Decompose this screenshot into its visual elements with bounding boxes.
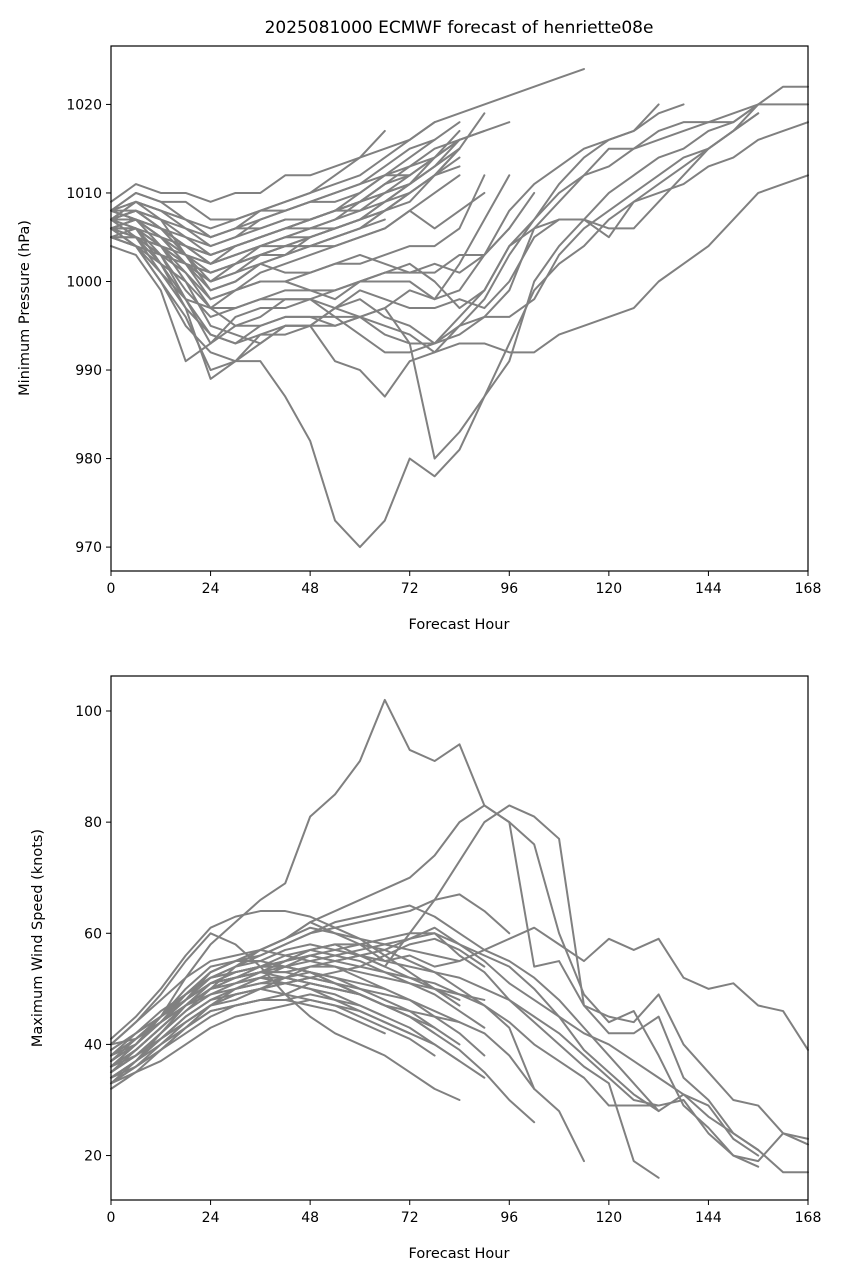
pressure-x-axis-label: Forecast Hour: [409, 617, 510, 633]
wind-member-line-35: [110, 998, 386, 1085]
pressure-plot-frame: [110, 45, 809, 572]
pressure-member-line-38: [110, 147, 461, 265]
pressure-y-tick-label: 1020: [66, 97, 102, 113]
pressure-x-tick-label: 72: [401, 581, 419, 597]
wind-member-line-34: [110, 948, 386, 1046]
wind-member-line-32: [110, 965, 386, 1057]
pressure-x-tick-label: 24: [202, 581, 220, 597]
wind-member-line-31: [110, 982, 411, 1074]
pressure-x-tick-label: 120: [595, 581, 622, 597]
wind-x-tick-label: 144: [695, 1210, 722, 1226]
wind-member-line-33: [110, 976, 386, 1068]
pressure-x-tick-label: 48: [301, 581, 319, 597]
pressure-x-ticks: 0 24 48 72 96 120 144 168: [107, 571, 822, 597]
pressure-y-ticks: 970 980 990 1000 1010 1020: [66, 97, 111, 556]
pressure-member-line-33: [110, 129, 386, 239]
wind-x-tick-label: 96: [500, 1210, 518, 1226]
wind-panel: 0 24 48 72 96 120 144 168 20 40 60 80 100 Forecast …: [30, 675, 822, 1262]
wind-plot-frame: [110, 675, 809, 1201]
pressure-member-line-1: [110, 85, 809, 549]
wind-member-line-26: [110, 910, 461, 1040]
pressure-x-tick-label: 144: [695, 581, 722, 597]
chart-title: 2025081000 ECMWF forecast of henriette08…: [265, 18, 654, 38]
wind-member-line-29: [110, 987, 436, 1079]
pressure-member-line-37: [110, 129, 461, 265]
pressure-member-line-4: [110, 121, 809, 460]
wind-member-line-1: [110, 698, 809, 1146]
wind-x-tick-label: 72: [401, 1210, 419, 1226]
wind-member-line-18: [110, 948, 486, 1057]
pressure-y-tick-label: 980: [75, 452, 102, 468]
pressure-member-line-7: [110, 112, 760, 363]
wind-y-ticks: 20 40 60 80 100: [75, 704, 111, 1165]
wind-member-line-7: [110, 932, 760, 1168]
pressure-member-lines: [110, 68, 809, 549]
pressure-y-tick-label: 1010: [66, 186, 102, 202]
wind-x-tick-label: 120: [595, 1210, 622, 1226]
wind-x-tick-label: 0: [107, 1210, 116, 1226]
pressure-member-line-15: [110, 174, 511, 363]
pressure-member-line-34: [110, 183, 386, 256]
wind-member-line-5: [110, 926, 760, 1157]
pressure-x-tick-label: 96: [500, 581, 518, 597]
wind-y-tick-label: 80: [84, 815, 102, 831]
wind-x-tick-label: 24: [202, 1210, 220, 1226]
pressure-member-line-11: [110, 68, 585, 203]
pressure-member-line-29: [110, 138, 436, 248]
pressure-member-line-16: [110, 174, 486, 310]
pressure-member-line-8: [110, 103, 760, 380]
pressure-x-tick-label: 168: [795, 581, 822, 597]
pressure-y-tick-label: 970: [75, 540, 102, 556]
wind-y-tick-label: 100: [75, 704, 102, 720]
wind-x-axis-label: Forecast Hour: [409, 1246, 510, 1262]
pressure-member-line-26: [110, 147, 461, 239]
wind-y-tick-label: 60: [84, 926, 102, 942]
pressure-member-line-10: [110, 103, 660, 318]
wind-x-tick-label: 168: [795, 1210, 822, 1226]
wind-member-line-20: [110, 926, 461, 1063]
wind-y-tick-label: 20: [84, 1149, 102, 1165]
wind-member-lines: [110, 698, 809, 1179]
pressure-y-axis-label: Minimum Pressure (hPa): [17, 220, 33, 396]
wind-y-tick-label: 40: [84, 1037, 102, 1053]
pressure-panel: 2025081000 ECMWF forecast of henriette08…: [17, 18, 821, 633]
wind-y-axis-label: Maximum Wind Speed (knots): [30, 829, 46, 1047]
pressure-x-tick-label: 0: [107, 581, 116, 597]
wind-x-ticks: 0 24 48 72 96 120 144 168: [107, 1200, 822, 1226]
wind-x-tick-label: 48: [301, 1210, 319, 1226]
pressure-member-line-27: [110, 174, 461, 301]
pressure-y-tick-label: 1000: [66, 274, 102, 290]
pressure-y-tick-label: 990: [75, 363, 102, 379]
